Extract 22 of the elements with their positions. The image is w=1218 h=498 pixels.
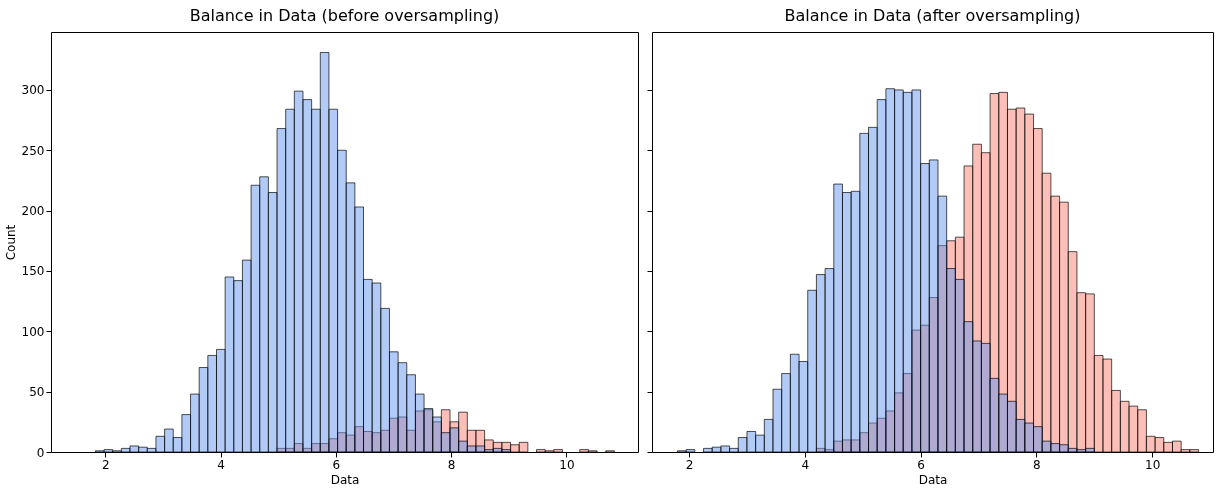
x-tick-label: 10: [1145, 457, 1161, 472]
x-tick-label: 8: [1033, 457, 1041, 472]
y-tick-label: 300: [21, 83, 45, 98]
y-tick-label: 0: [36, 445, 45, 460]
y-tick-label: 200: [21, 204, 45, 219]
y-tick-label: 150: [21, 264, 45, 279]
x-tick-label: 10: [559, 457, 575, 472]
y-axis-title: Count: [3, 224, 18, 261]
x-tick-label: 6: [332, 457, 341, 472]
x-axis-title: Data: [918, 472, 948, 487]
chart-title: Balance in Data (after oversampling): [784, 6, 1081, 25]
x-tick-label: 8: [447, 457, 456, 472]
x-tick-label: 2: [685, 457, 694, 472]
y-tick-label: 250: [21, 143, 45, 158]
chart-title: Balance in Data (before oversampling): [189, 6, 500, 25]
y-tick-label: 100: [21, 324, 45, 339]
x-tick-label: 2: [101, 457, 110, 472]
x-axis-title: Data: [330, 472, 360, 487]
x-tick-label: 4: [217, 457, 225, 472]
x-tick-label: 4: [801, 457, 810, 472]
y-tick-label: 50: [29, 385, 45, 400]
x-tick-label: 6: [917, 457, 925, 472]
